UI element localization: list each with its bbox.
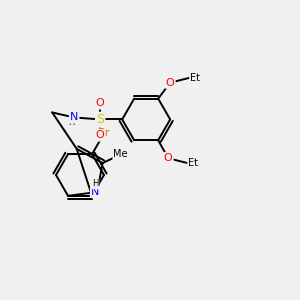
Text: H: H [68, 118, 74, 127]
Text: N: N [70, 112, 78, 122]
Text: O: O [96, 98, 105, 108]
Text: O: O [166, 78, 175, 88]
Text: Et: Et [188, 158, 198, 168]
Text: O: O [96, 130, 105, 140]
Text: Et: Et [190, 73, 200, 83]
Text: H: H [92, 179, 98, 188]
Text: Br: Br [98, 128, 110, 138]
Text: S: S [96, 113, 104, 126]
Text: N: N [91, 187, 99, 197]
Text: O: O [164, 153, 172, 163]
Text: Me: Me [113, 149, 128, 160]
